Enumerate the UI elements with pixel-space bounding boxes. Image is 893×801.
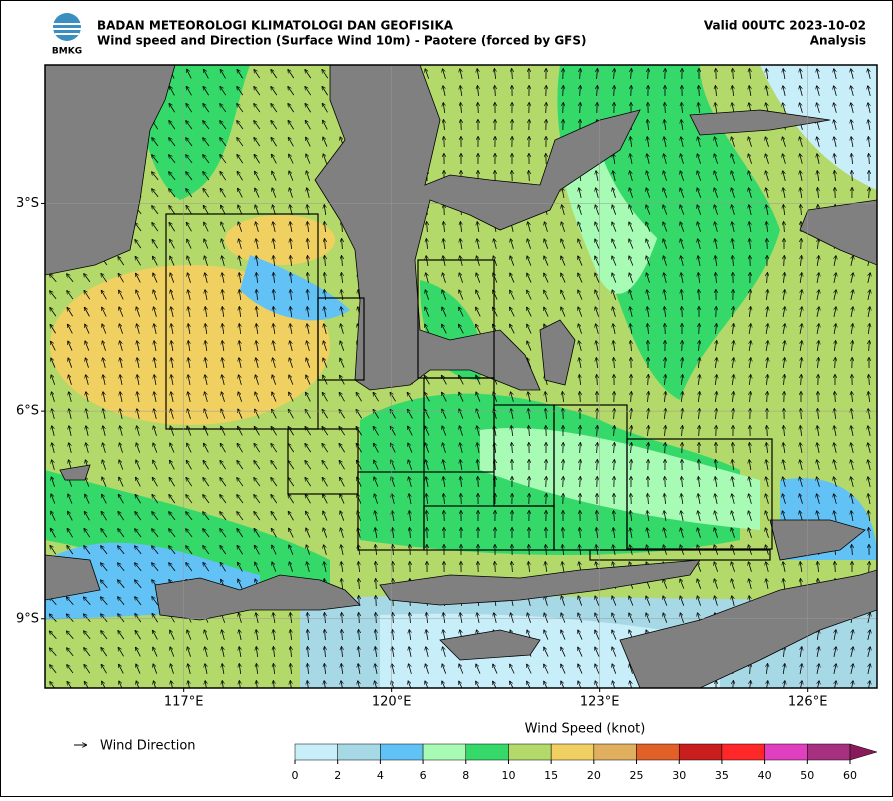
colorbar-segment bbox=[807, 744, 850, 760]
colorbar-tick-label: 8 bbox=[462, 769, 469, 782]
colorbar-segment bbox=[551, 744, 594, 760]
colorbar-segment bbox=[765, 744, 808, 760]
colorbar-tick-label: 35 bbox=[715, 769, 729, 782]
wind-arrow bbox=[852, 171, 853, 181]
colorbar-segment bbox=[295, 744, 338, 760]
wind-arrow bbox=[665, 324, 666, 334]
wind-arrow bbox=[478, 103, 479, 113]
colorbar-segment bbox=[338, 744, 381, 760]
colorbar-tick-label: 50 bbox=[800, 769, 814, 782]
status: Analysis bbox=[810, 34, 866, 48]
wind-arrow bbox=[546, 103, 547, 113]
colorbar-tick-label: 0 bbox=[292, 769, 299, 782]
wind-arrow bbox=[580, 103, 581, 113]
colorbar-title: Wind Speed (knot) bbox=[525, 722, 646, 737]
wind-arrow bbox=[563, 528, 564, 538]
wind-arrow bbox=[563, 103, 564, 113]
colorbar-tick-label: 4 bbox=[377, 769, 384, 782]
lat-label: 6°S bbox=[16, 404, 39, 419]
wind-arrow bbox=[393, 562, 394, 572]
colorbar-segment bbox=[423, 744, 466, 760]
colorbar-segment bbox=[380, 744, 423, 760]
colorbar-tick-label: 30 bbox=[672, 769, 686, 782]
wind-arrow bbox=[665, 69, 666, 79]
colorbar-tick-label: 6 bbox=[420, 769, 427, 782]
wind-arrow bbox=[461, 120, 462, 130]
wind-arrow bbox=[427, 528, 428, 538]
wind-arrow bbox=[580, 477, 581, 487]
map bbox=[45, 65, 877, 691]
lon-label: 117°E bbox=[164, 695, 204, 710]
colorbar-tick-label: 40 bbox=[758, 769, 772, 782]
wind-arrow bbox=[546, 477, 547, 487]
colorbar-tick-label: 15 bbox=[544, 769, 558, 782]
colorbar-segment bbox=[679, 744, 722, 760]
colorbar-segment bbox=[508, 744, 551, 760]
wind-arrow bbox=[597, 511, 598, 521]
lon-label: 120°E bbox=[372, 695, 412, 710]
wind-arrow bbox=[631, 494, 632, 504]
logo-text: BMKG bbox=[52, 47, 82, 57]
lat-label: 9°S bbox=[16, 611, 39, 626]
colorbar-tick-label: 60 bbox=[843, 769, 857, 782]
wind-arrow bbox=[665, 477, 666, 487]
wind-arrow bbox=[801, 239, 802, 249]
wind-arrow bbox=[835, 562, 836, 572]
colorbar-tick-label: 10 bbox=[501, 769, 515, 782]
wind-arrow bbox=[699, 324, 700, 334]
product-title: Wind speed and Direction (Surface Wind 1… bbox=[97, 34, 587, 48]
colorbar-segment bbox=[722, 744, 765, 760]
wind-arrow bbox=[376, 596, 377, 606]
agency: BADAN METEOROLOGI KLIMATOLOGI DAN GEOFIS… bbox=[97, 19, 454, 33]
colorbar-tick-label: 25 bbox=[630, 769, 644, 782]
colorbar-tick-label: 2 bbox=[334, 769, 341, 782]
lat-label: 3°S bbox=[16, 196, 39, 211]
legend-label: Wind Direction bbox=[100, 739, 196, 754]
lon-label: 123°E bbox=[580, 695, 620, 710]
colorbar-segment bbox=[594, 744, 637, 760]
wind-arrow bbox=[444, 511, 445, 521]
colorbar-segment bbox=[637, 744, 680, 760]
wind-arrow bbox=[444, 205, 445, 215]
wind-arrow bbox=[631, 460, 632, 470]
logo: BMKG bbox=[52, 13, 82, 57]
colorbar-tick-label: 20 bbox=[587, 769, 601, 782]
lon-label: 126°E bbox=[788, 695, 828, 710]
valid-time: Valid 00UTC 2023-10-02 bbox=[704, 19, 866, 33]
colorbar-segment bbox=[466, 744, 509, 760]
